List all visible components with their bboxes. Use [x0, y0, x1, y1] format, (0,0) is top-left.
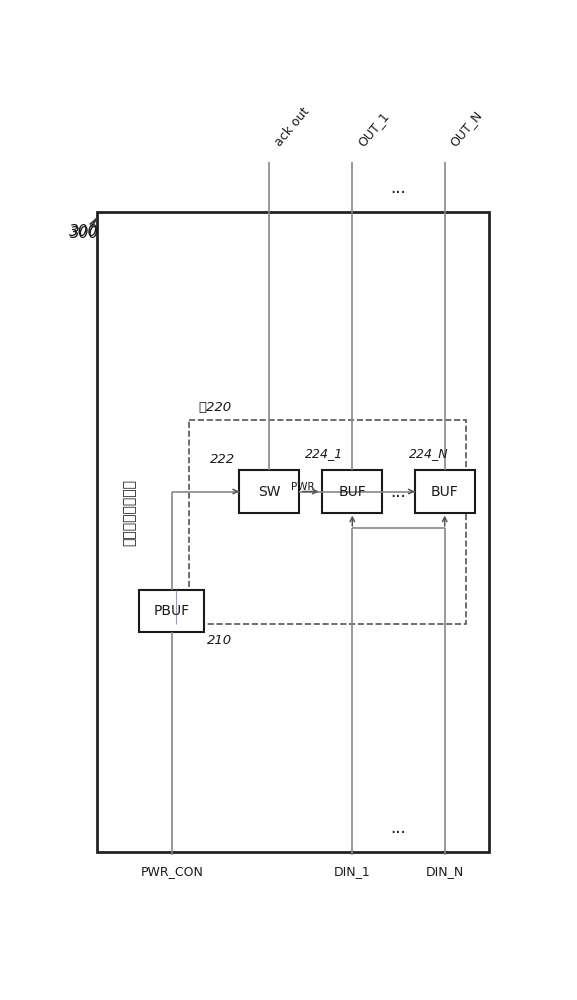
Text: OUT_N: OUT_N [448, 108, 485, 149]
Text: ＾220: ＾220 [198, 401, 231, 414]
Text: PWR: PWR [291, 482, 314, 492]
Text: 224_N: 224_N [409, 447, 448, 460]
Text: DIN_N: DIN_N [426, 865, 464, 878]
Text: 300: 300 [70, 226, 99, 241]
Bar [139, 590, 204, 632]
Text: BUF: BUF [431, 485, 459, 499]
Text: 224_1: 224_1 [305, 447, 343, 460]
Text: 300: 300 [69, 224, 98, 239]
Text: 222: 222 [210, 453, 235, 466]
Text: SW: SW [258, 485, 280, 499]
Bar [323, 470, 383, 513]
Text: ...: ... [391, 819, 406, 837]
Text: PWR_CON: PWR_CON [140, 865, 203, 878]
Text: ack out: ack out [272, 105, 312, 149]
Text: 馈通信号传输电路: 馈通信号传输电路 [122, 479, 136, 546]
Text: BUF: BUF [339, 485, 366, 499]
Text: 210: 210 [207, 634, 232, 647]
Text: ...: ... [391, 483, 406, 501]
Bar [189, 420, 466, 624]
Bar [97, 212, 489, 852]
Bar [415, 470, 475, 513]
Text: OUT_1: OUT_1 [355, 110, 392, 149]
Text: PBUF: PBUF [153, 604, 190, 618]
Bar [239, 470, 299, 513]
Text: DIN_1: DIN_1 [334, 865, 370, 878]
Text: ...: ... [391, 179, 406, 197]
